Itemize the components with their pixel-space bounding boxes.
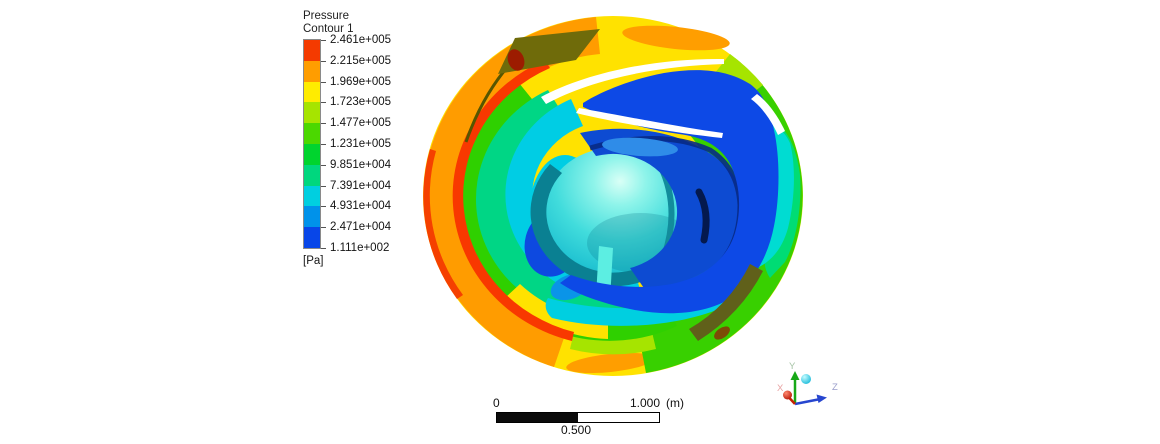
x-axis-ball [783,390,792,400]
y-axis-arrowhead [790,371,800,380]
colorbar: 2.461e+005 2.215e+005 1.969e+005 1.723e+005… [303,34,423,269]
colorbar-tick-label: 1.969e+005 [330,75,392,88]
colorbar-tick-label: 7.391e+004 [330,179,392,192]
impeller-pressure-contour [423,16,803,376]
axis-triad: Y X Z [777,361,838,406]
ruler-end-label: 1.000 [630,396,661,410]
colorbar-band [304,206,320,228]
ruler-bar [496,412,660,423]
colorbar-tick [321,40,326,41]
colorbar-tick-label: 4.931e+004 [330,200,392,213]
colorbar-band [304,40,320,61]
y-axis-label: Y [789,361,796,372]
colorbar-band [304,81,320,103]
colorbar-tick-label: 2.461e+005 [330,34,392,46]
colorbar-band [304,60,320,82]
z-axis-arrowhead [816,394,827,403]
x-axis-label: X [777,383,784,394]
colorbar-tick-label: 2.471e+004 [330,221,392,234]
blade-spiral-blue [560,70,779,314]
contour-rim-orange [423,17,600,367]
z-axis-arrow [794,398,819,406]
colorbar-tick [321,123,326,125]
legend-unit: [Pa] [303,255,324,267]
contour-orange-patch-top [622,25,730,51]
colorbar-legend: Pressure Contour 1 2.461e+005 2.215e+005 1… [303,10,423,269]
colorbar-tick-label: 1.477e+005 [330,117,392,130]
blade-gap-sliver-top [541,58,724,104]
colorbar-tick [321,206,326,208]
colorbar-band [304,185,320,207]
colorbar-tick [321,164,326,166]
ruler-unit-label: (m) [666,396,684,410]
colorbar-tick-label: 2.215e+005 [330,54,392,67]
colorbar-tick [321,102,326,104]
contour-cyan-strip-bottom [545,284,732,326]
hub-dark-ring [530,164,676,287]
colorbar-tick [321,227,326,229]
colorbar-labels: 2.461e+005 2.215e+005 1.969e+005 1.723e+005… [321,34,411,254]
contour-red-streak [452,60,574,341]
colorbar-tick-label: 1.231e+005 [330,138,392,150]
colorbar-tick-label: 9.851e+004 [330,158,392,171]
ruler-segment-black [497,413,578,422]
blade-shadow-fleck [714,326,730,340]
colorbar-band [304,123,320,144]
colorbar-band [304,164,320,186]
contour-rim-red-edge [423,149,463,299]
colorbar-band [304,143,320,165]
blade-gap-sliver-right [751,94,785,135]
legend-title: Pressure [303,10,350,22]
colorbar-bands [303,39,321,249]
colorbar-tick [321,144,326,145]
contour-orange-patch-bottom [566,352,654,374]
colorbar-tick [321,248,326,249]
colorbar-tick-label: 1.723e+005 [330,96,392,109]
colorbar-band [304,227,320,248]
z-axis-label: Z [832,382,838,393]
blade-shadow-bottomright [689,264,763,341]
colorbar-tick [321,185,326,187]
ruler-segment-white [578,413,659,422]
screen-normal-ball [801,374,811,384]
blade-shadow-red-blob [507,49,525,71]
legend-subtitle: Contour 1 [303,23,354,35]
hub-wrap-blade [580,128,746,291]
hub-wrap-dark-arc [695,188,710,244]
hub-dome [543,148,683,276]
ruler-start-label: 0 [493,396,500,410]
blade-gap-sliver-inner [576,108,723,138]
colorbar-tick [321,81,326,83]
hub-wrap-light-patch [602,137,678,157]
colorbar-tick [321,60,326,62]
ruler-mid-label: 0.500 [561,423,592,437]
colorbar-tick-label: 1.111e+002 [330,242,390,254]
colorbar-band [304,102,320,124]
